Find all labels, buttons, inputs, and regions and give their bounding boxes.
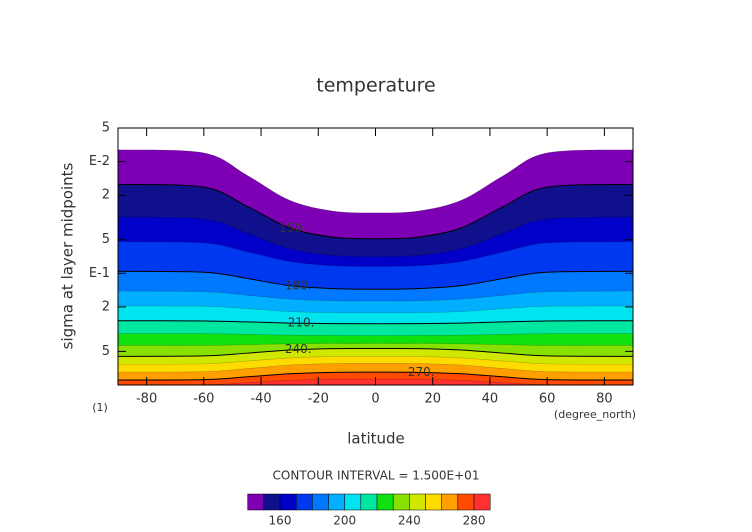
x-tick-label: -80	[136, 392, 157, 407]
colorbar-cell	[264, 494, 280, 510]
colorbar-cell	[393, 494, 409, 510]
x-tick-label: 0	[371, 392, 379, 407]
y-tick-label: 2	[102, 188, 110, 203]
x-tick-label: -40	[250, 392, 271, 407]
x-tick-label: 80	[596, 392, 613, 407]
plot-area	[113, 150, 638, 390]
x-tick-label: 60	[539, 392, 556, 407]
contour-label: 180.	[285, 279, 312, 293]
x-tick-label: -60	[193, 392, 214, 407]
corner-label: (1)	[92, 401, 108, 414]
y-tick-label: 5	[102, 232, 110, 247]
colorbar-cell	[361, 494, 377, 510]
contour-label: 270.	[408, 365, 435, 379]
colorbar-cell	[426, 494, 442, 510]
colorbar-tick-label: 280	[463, 514, 486, 528]
colorbar-cell	[248, 494, 264, 510]
colorbar-cell	[329, 494, 345, 510]
contour-label: 240.	[285, 342, 312, 356]
chart-title: temperature	[316, 75, 435, 97]
contour-label: 150.	[279, 221, 306, 235]
colorbar-cell	[377, 494, 393, 510]
colorbar-cell	[345, 494, 361, 510]
colorbar-cell	[474, 494, 490, 510]
colorbar-tick-label: 200	[333, 514, 356, 528]
colorbar-cell	[296, 494, 312, 510]
colorbar-cell	[280, 494, 296, 510]
colorbar-tick-label: 240	[398, 514, 421, 528]
colorbar-cell	[458, 494, 474, 510]
y-tick-label: E-1	[89, 266, 110, 281]
colorbar-tick-label: 160	[269, 514, 292, 528]
interval-label: CONTOUR INTERVAL = 1.500E+01	[273, 469, 480, 483]
colorbar-cell	[409, 494, 425, 510]
x-tick-label: 40	[482, 392, 499, 407]
y-axis-label: sigma at layer midpoints	[59, 162, 77, 349]
y-tick-label: 2	[102, 299, 110, 314]
chart: temperature latitude sigma at layer midp…	[0, 0, 752, 532]
x-tick-label: 20	[424, 392, 441, 407]
colorbar-cell	[312, 494, 328, 510]
y-tick-label: E-2	[89, 154, 110, 169]
y-tick-label: 5	[102, 121, 110, 136]
y-tick-label: 5	[102, 344, 110, 359]
x-unit-label: (degree_north)	[554, 408, 636, 421]
colorbar-cell	[442, 494, 458, 510]
contour-label: 210.	[288, 316, 315, 330]
x-axis-label: latitude	[347, 430, 405, 448]
x-tick-label: -20	[308, 392, 329, 407]
